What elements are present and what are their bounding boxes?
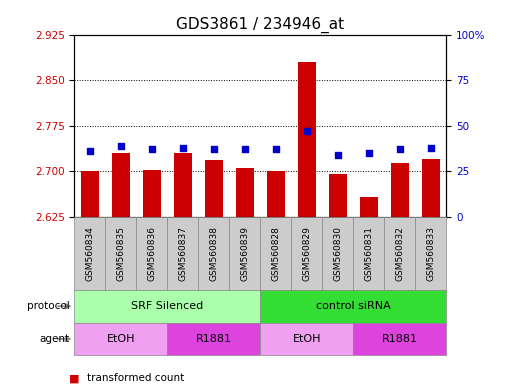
Point [117, 143, 125, 149]
Bar [267, 171, 285, 217]
Bar [390, 163, 409, 217]
Bar [328, 174, 347, 217]
Point [272, 146, 280, 152]
Point [179, 145, 187, 151]
Text: GSM560830: GSM560830 [333, 226, 342, 281]
Text: agent: agent [39, 334, 69, 344]
Text: GSM560831: GSM560831 [364, 226, 373, 281]
Text: GSM560838: GSM560838 [209, 226, 219, 281]
Text: GSM560836: GSM560836 [147, 226, 156, 281]
Text: GSM560828: GSM560828 [271, 226, 280, 281]
Point [334, 152, 342, 158]
Bar [205, 161, 223, 217]
Text: GSM560832: GSM560832 [396, 226, 404, 281]
Point [427, 145, 435, 151]
Bar [173, 153, 192, 217]
Bar [235, 168, 254, 217]
Title: GDS3861 / 234946_at: GDS3861 / 234946_at [176, 17, 344, 33]
Point [86, 148, 94, 154]
Point [303, 128, 311, 134]
Text: GSM560834: GSM560834 [85, 226, 94, 281]
Text: GSM560835: GSM560835 [116, 226, 125, 281]
Bar [360, 197, 378, 217]
Bar [143, 170, 161, 217]
Text: GSM560829: GSM560829 [302, 226, 311, 281]
Point [396, 146, 404, 152]
Text: ■: ■ [69, 373, 80, 383]
Bar [422, 159, 440, 217]
Text: GSM560839: GSM560839 [241, 226, 249, 281]
Point [148, 146, 156, 152]
Point [241, 146, 249, 152]
Bar [81, 171, 99, 217]
Text: SRF Silenced: SRF Silenced [131, 301, 204, 311]
Text: GSM560837: GSM560837 [179, 226, 187, 281]
Bar [111, 153, 130, 217]
Point [210, 146, 218, 152]
Text: R1881: R1881 [382, 334, 418, 344]
Text: protocol: protocol [27, 301, 69, 311]
Text: GSM560833: GSM560833 [426, 226, 436, 281]
Text: control siRNA: control siRNA [316, 301, 391, 311]
Text: EtOH: EtOH [107, 334, 135, 344]
Text: R1881: R1881 [196, 334, 232, 344]
Text: transformed count: transformed count [87, 373, 185, 383]
Point [365, 150, 373, 156]
Text: EtOH: EtOH [292, 334, 321, 344]
Bar [298, 62, 316, 217]
